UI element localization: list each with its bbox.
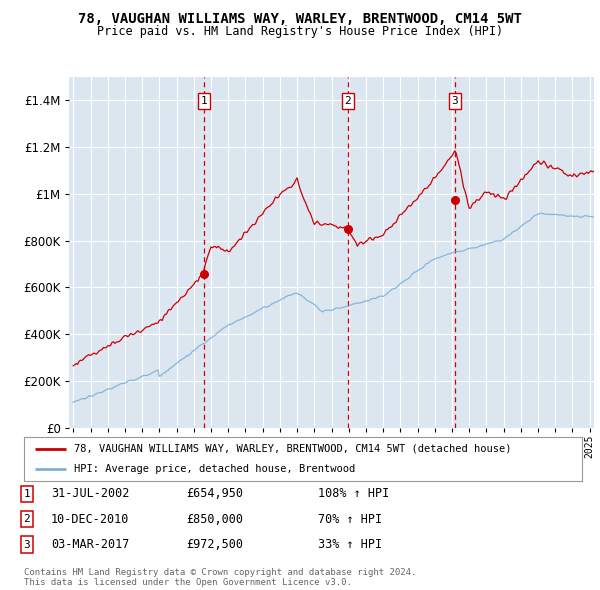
Text: Price paid vs. HM Land Registry's House Price Index (HPI): Price paid vs. HM Land Registry's House … [97, 25, 503, 38]
Text: 3: 3 [23, 540, 31, 549]
Text: £850,000: £850,000 [186, 513, 243, 526]
Text: 108% ↑ HPI: 108% ↑ HPI [318, 487, 389, 500]
Text: 2: 2 [23, 514, 31, 524]
Text: 03-MAR-2017: 03-MAR-2017 [51, 538, 130, 551]
Text: £654,950: £654,950 [186, 487, 243, 500]
Text: 78, VAUGHAN WILLIAMS WAY, WARLEY, BRENTWOOD, CM14 5WT: 78, VAUGHAN WILLIAMS WAY, WARLEY, BRENTW… [78, 12, 522, 26]
Text: 31-JUL-2002: 31-JUL-2002 [51, 487, 130, 500]
Text: Contains HM Land Registry data © Crown copyright and database right 2024.
This d: Contains HM Land Registry data © Crown c… [24, 568, 416, 587]
Text: 70% ↑ HPI: 70% ↑ HPI [318, 513, 382, 526]
Text: HPI: Average price, detached house, Brentwood: HPI: Average price, detached house, Bren… [74, 464, 355, 474]
Text: 3: 3 [452, 96, 458, 106]
Text: 78, VAUGHAN WILLIAMS WAY, WARLEY, BRENTWOOD, CM14 5WT (detached house): 78, VAUGHAN WILLIAMS WAY, WARLEY, BRENTW… [74, 444, 512, 454]
Text: 2: 2 [344, 96, 351, 106]
Text: 10-DEC-2010: 10-DEC-2010 [51, 513, 130, 526]
Text: 1: 1 [200, 96, 207, 106]
Text: 1: 1 [23, 489, 31, 499]
Text: £972,500: £972,500 [186, 538, 243, 551]
Text: 33% ↑ HPI: 33% ↑ HPI [318, 538, 382, 551]
